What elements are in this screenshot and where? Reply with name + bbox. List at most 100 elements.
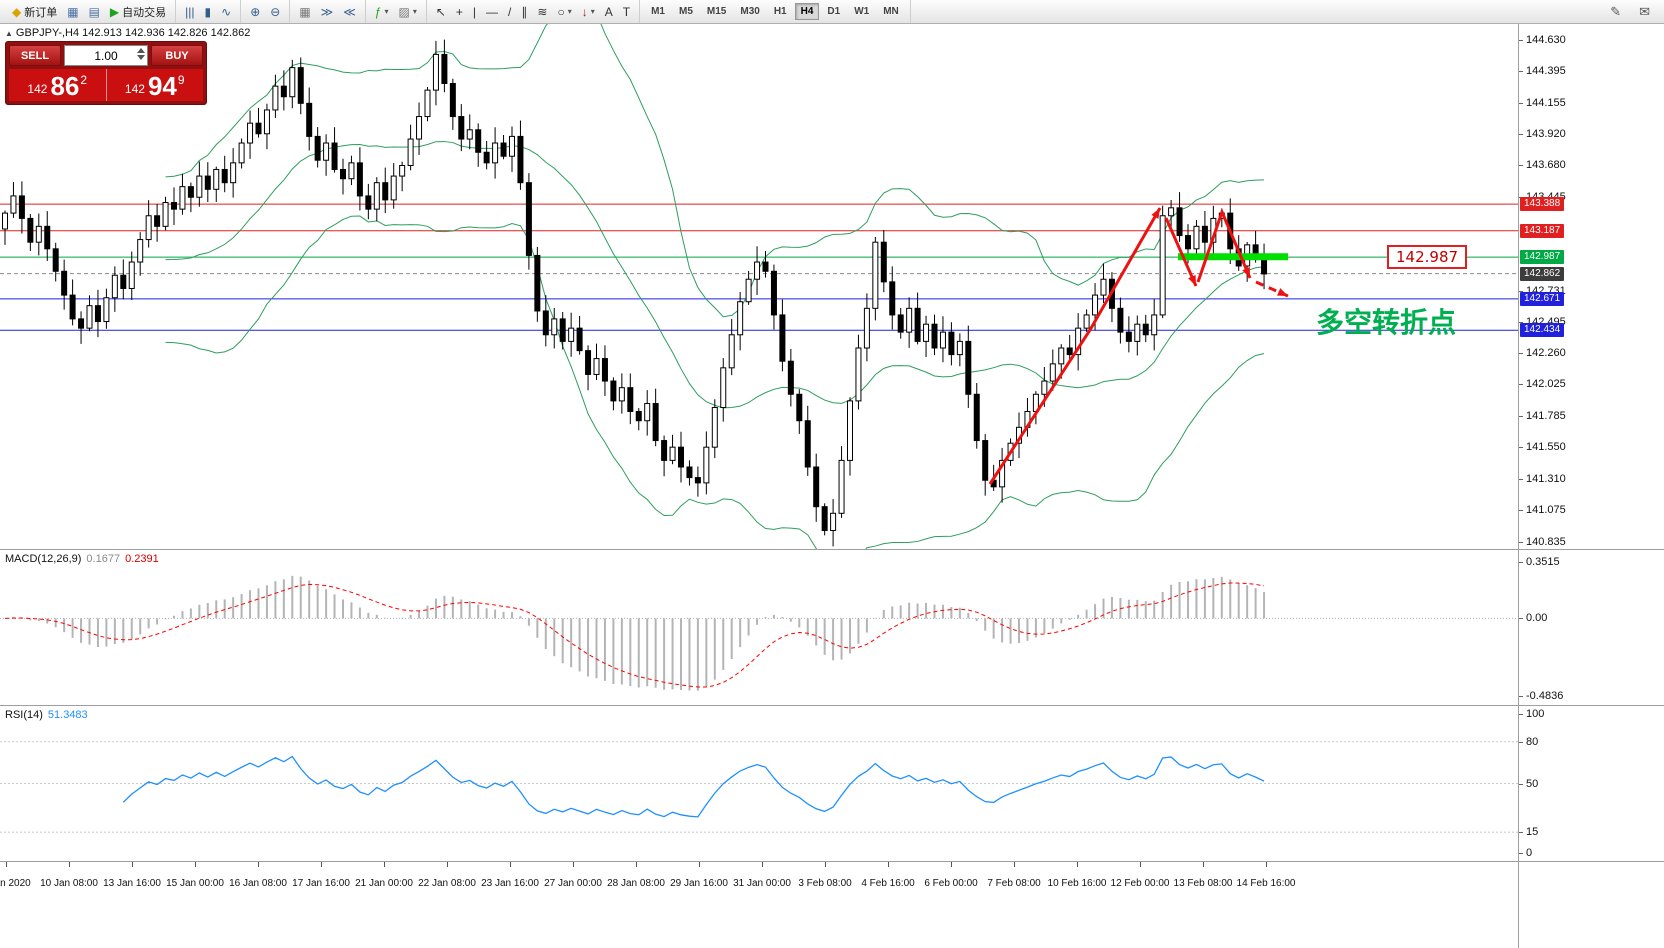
candle-body bbox=[585, 350, 592, 375]
time-axis[interactable]: 9 Jan 2020 10 Jan 08:00 13 Jan 16:00 15 Jan… bbox=[0, 862, 1518, 948]
price-scale[interactable]: 144.630144.395144.155143.920143.680143.4… bbox=[1518, 24, 1664, 948]
candle-body bbox=[1261, 257, 1268, 275]
main-chart-panel: 多空转折点 142.987 ▲ GBPJPY-,H4 142.913 142.936… bbox=[0, 24, 1518, 550]
macd-canvas[interactable] bbox=[0, 550, 1518, 705]
timeframe-mn-button[interactable]: MN bbox=[883, 6, 899, 17]
price-tick: 140.835 bbox=[1519, 535, 1566, 548]
candle-body bbox=[568, 327, 575, 342]
trendline-icon[interactable]: / bbox=[508, 4, 512, 19]
toolbar-group: ||| ▮ ∿ bbox=[176, 0, 242, 23]
rally-arrow[interactable] bbox=[988, 207, 1162, 485]
buy-price-display[interactable]: 142 94 9 bbox=[106, 69, 203, 101]
timeframe-m15-button[interactable]: M15 bbox=[706, 6, 727, 17]
price-scale-macd[interactable]: 0.3515 0.00 -0.4836 bbox=[1518, 550, 1664, 706]
zoom-in-icon[interactable]: ⊕ bbox=[250, 4, 261, 19]
cursor-icon[interactable]: ↖ bbox=[435, 4, 446, 19]
time-tick bbox=[69, 862, 70, 867]
chart-shift-icon[interactable]: ≪ bbox=[343, 4, 356, 19]
auto-trading-button[interactable]: ▶ 自动交易 bbox=[109, 4, 167, 19]
price-tick: 141.310 bbox=[1519, 472, 1566, 485]
indicators-button[interactable]: ƒ ▾ bbox=[374, 4, 389, 19]
candle-body bbox=[534, 254, 541, 312]
bar-chart-type-icon[interactable]: ||| bbox=[185, 4, 195, 19]
candle-body bbox=[669, 446, 676, 461]
candle-body bbox=[1185, 235, 1191, 250]
new-order-button[interactable]: ◆ 新订单 bbox=[12, 4, 58, 19]
candle-body bbox=[939, 331, 946, 349]
templates-button[interactable]: ▨ ▾ bbox=[398, 4, 417, 19]
price-scale-main[interactable]: 144.630144.395144.155143.920143.680143.4… bbox=[1519, 24, 1664, 550]
candle-body bbox=[838, 459, 845, 514]
rsi-line bbox=[122, 755, 1265, 818]
candle-body bbox=[694, 477, 701, 484]
sell-price-display[interactable]: 142 86 2 bbox=[9, 69, 107, 101]
candle-body bbox=[1134, 323, 1141, 342]
edit-icon[interactable]: ✎ bbox=[1610, 3, 1622, 19]
timeframe-d1-button[interactable]: D1 bbox=[827, 6, 841, 17]
sell-button[interactable]: SELL bbox=[9, 45, 61, 66]
zoom-out-icon[interactable]: ⊖ bbox=[270, 4, 281, 19]
channel-icon[interactable]: ∥ bbox=[521, 4, 528, 19]
candle-body bbox=[441, 53, 448, 85]
turning-point-label[interactable]: 多空转折点 bbox=[1316, 306, 1456, 339]
volume-decrease-button[interactable] bbox=[137, 55, 145, 60]
candle-body bbox=[618, 387, 625, 402]
time-label: 15 Jan 00:00 bbox=[166, 878, 224, 889]
candle-body bbox=[483, 151, 490, 164]
time-label: 7 Feb 08:00 bbox=[987, 878, 1041, 889]
candle-body bbox=[407, 138, 414, 166]
main-chart-canvas[interactable]: 多空转折点 142.987 bbox=[0, 24, 1518, 549]
timeframe-m30-button[interactable]: M30 bbox=[740, 6, 760, 17]
timeframe-m5-button[interactable]: M5 bbox=[679, 6, 693, 17]
candle-body bbox=[923, 323, 930, 342]
candle-body bbox=[230, 162, 237, 184]
message-icon[interactable]: ✉ bbox=[1639, 3, 1650, 19]
timeframe-w1-button[interactable]: W1 bbox=[854, 6, 870, 17]
rsi-canvas[interactable] bbox=[0, 706, 1518, 861]
timeframe-m1-button[interactable]: M1 bbox=[651, 6, 665, 17]
candle-body bbox=[686, 466, 693, 479]
text-icon[interactable]: A bbox=[604, 4, 613, 19]
candle-body bbox=[627, 387, 634, 412]
vertical-line-icon[interactable]: | bbox=[472, 4, 477, 19]
fibonacci-icon[interactable]: ≋ bbox=[537, 4, 548, 19]
pullback-arrow[interactable] bbox=[1164, 217, 1198, 287]
candle-body bbox=[1075, 327, 1082, 356]
new-chart-icon[interactable]: ▦ bbox=[67, 4, 79, 19]
toolbar: ◆ 新订单 ▦ ▤ ▶ 自动交易 ||| ▮ ∿ ⊕ ⊖ ▦ ≫ ≪ ƒ ▾ ▨ ▾ ↖ + | — / ∥ ≋ ○ ▾ ↓ ▾ A T M… bbox=[0, 0, 1664, 24]
text-label-icon[interactable]: T bbox=[622, 4, 631, 19]
candle-body bbox=[187, 186, 194, 198]
volume-increase-button[interactable] bbox=[137, 48, 145, 53]
horizontal-line-icon[interactable]: — bbox=[486, 4, 499, 19]
candle-body bbox=[120, 274, 127, 289]
crosshair-icon[interactable]: + bbox=[455, 4, 463, 19]
candle-body bbox=[432, 53, 439, 91]
candle-body bbox=[221, 168, 228, 184]
candle-body bbox=[27, 217, 34, 243]
time-label: 10 Jan 08:00 bbox=[40, 878, 98, 889]
arrows-tool-icon[interactable]: ↓ ▾ bbox=[581, 4, 595, 19]
shapes-icon[interactable]: ○ ▾ bbox=[557, 4, 572, 19]
time-label: 13 Jan 16:00 bbox=[103, 878, 161, 889]
candle-body bbox=[1201, 225, 1208, 243]
volume-input[interactable]: 1.00 bbox=[64, 45, 148, 66]
price-scale-rsi[interactable]: 100 80 50 15 0 bbox=[1518, 706, 1664, 862]
profiles-icon[interactable]: ▤ bbox=[88, 4, 100, 19]
chart-header: ▲ GBPJPY-,H4 142.913 142.936 142.826 142.… bbox=[5, 27, 250, 39]
second-top-arrow[interactable] bbox=[1196, 207, 1252, 283]
line-chart-type-icon[interactable]: ∿ bbox=[221, 4, 232, 19]
tile-windows-icon[interactable]: ▦ bbox=[299, 4, 311, 19]
candlestick-type-icon[interactable]: ▮ bbox=[204, 4, 212, 19]
macd-signal-line bbox=[4, 582, 1265, 688]
auto-scroll-icon[interactable]: ≫ bbox=[320, 4, 334, 19]
timeframe-h4-button[interactable]: H4 bbox=[794, 3, 820, 20]
timeframe-toolbar: M1 M5 M15 M30 H1 H4 D1 W1 MN bbox=[640, 0, 911, 23]
price-tick: 141.785 bbox=[1519, 410, 1566, 423]
price-callout-box[interactable] bbox=[1387, 245, 1467, 269]
candle-body bbox=[1092, 294, 1099, 316]
buy-button[interactable]: BUY bbox=[151, 45, 203, 66]
candle-body bbox=[86, 305, 93, 329]
bollinger-band bbox=[165, 215, 1265, 549]
candle-body bbox=[813, 466, 820, 508]
timeframe-h1-button[interactable]: H1 bbox=[773, 6, 787, 17]
